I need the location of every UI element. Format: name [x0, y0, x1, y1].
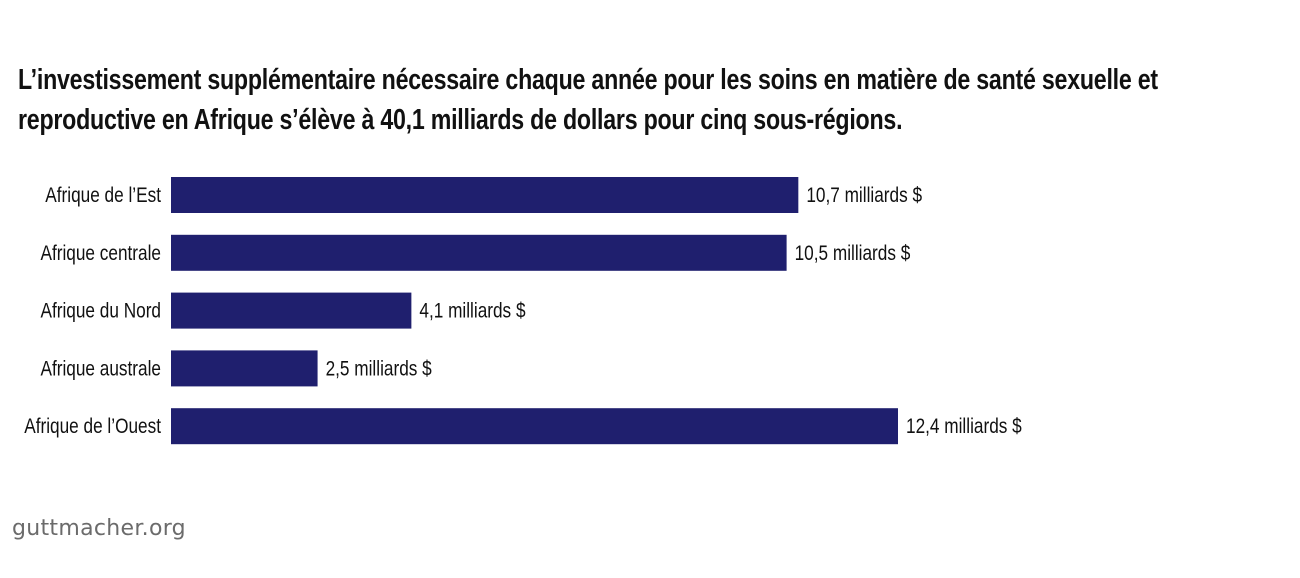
- data-label: 4,1 milliards $: [419, 300, 525, 323]
- category-label: Afrique centrale: [40, 242, 161, 265]
- bar-chart: Afrique de l’Est 10,7 milliards $ Afrique …: [24, 177, 1022, 445]
- bar: [171, 350, 318, 387]
- bar: [171, 408, 898, 445]
- data-label: 2,5 milliards $: [326, 358, 432, 381]
- chart-title: L’investissement supplémentaire nécessai…: [18, 64, 1158, 136]
- data-label: 10,5 milliards $: [795, 242, 911, 265]
- category-label: Afrique de l’Est: [45, 185, 161, 208]
- category-label: Afrique de l’Ouest: [24, 416, 161, 439]
- source-logo[interactable]: guttmacher.org: [12, 516, 186, 541]
- data-label: 10,7 milliards $: [806, 185, 922, 208]
- bar: [171, 292, 412, 329]
- data-label: 12,4 milliards $: [906, 416, 1022, 439]
- category-label: Afrique du Nord: [40, 300, 161, 323]
- bar: [171, 177, 799, 213]
- bar: [171, 234, 787, 271]
- category-label: Afrique australe: [40, 358, 161, 381]
